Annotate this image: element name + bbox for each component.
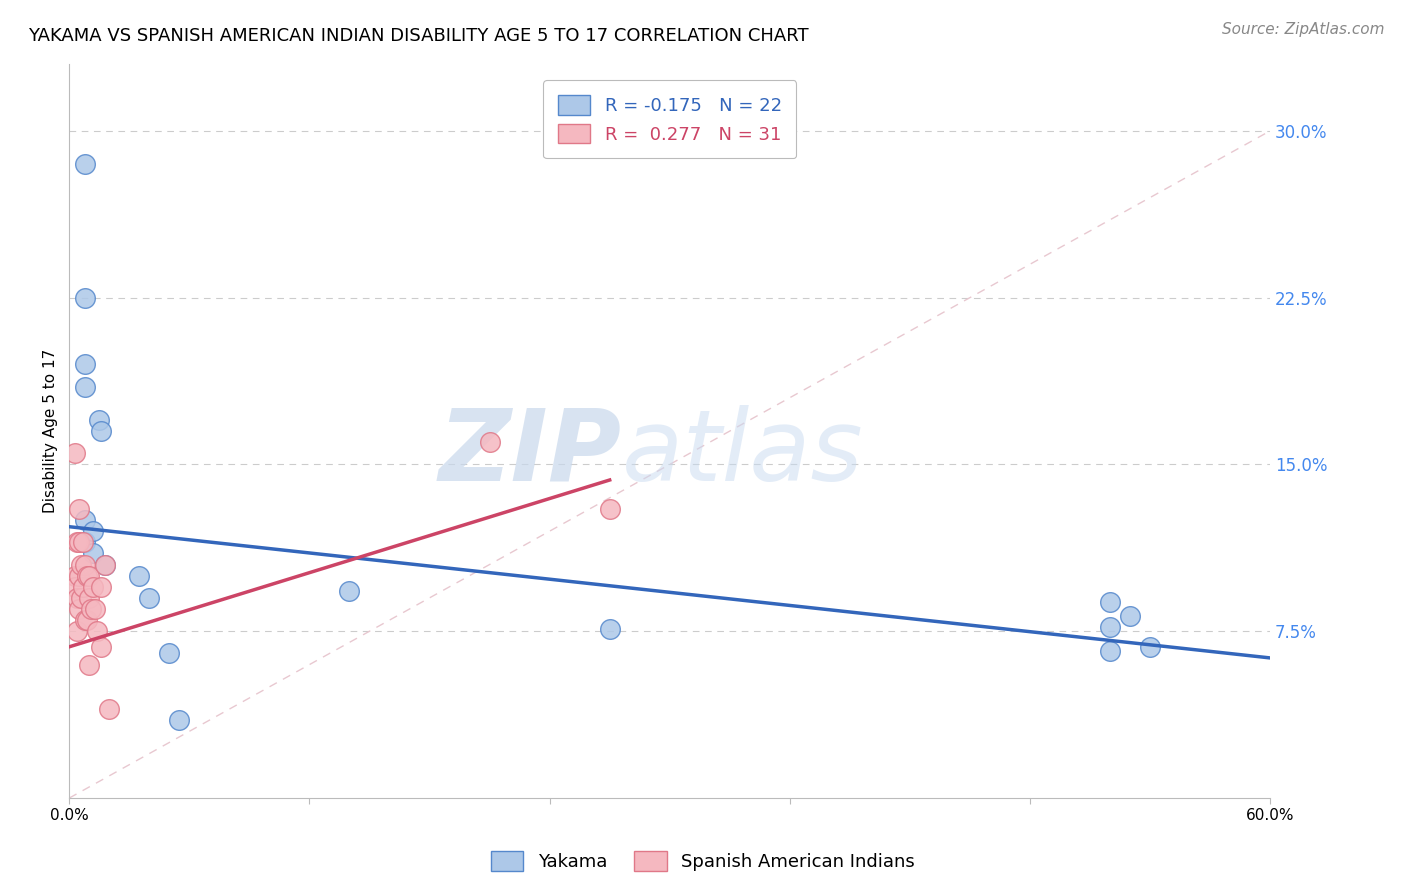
Point xyxy=(1099,644,1122,658)
Point xyxy=(82,546,104,560)
Point xyxy=(157,647,180,661)
Point xyxy=(77,591,100,605)
Point xyxy=(75,535,97,549)
Point xyxy=(82,524,104,538)
Legend: Yakama, Spanish American Indians: Yakama, Spanish American Indians xyxy=(484,844,922,879)
Point xyxy=(86,624,108,639)
Point xyxy=(89,413,111,427)
Point xyxy=(1139,640,1161,654)
Text: YAKAMA VS SPANISH AMERICAN INDIAN DISABILITY AGE 5 TO 17 CORRELATION CHART: YAKAMA VS SPANISH AMERICAN INDIAN DISABI… xyxy=(28,27,808,45)
Point xyxy=(76,568,98,582)
Point xyxy=(169,713,191,727)
Point xyxy=(75,357,97,371)
Legend: R = -0.175   N = 22, R =  0.277   N = 31: R = -0.175 N = 22, R = 0.277 N = 31 xyxy=(543,80,796,158)
Point xyxy=(66,624,89,639)
Point xyxy=(75,613,97,627)
Text: Source: ZipAtlas.com: Source: ZipAtlas.com xyxy=(1222,22,1385,37)
Y-axis label: Disability Age 5 to 17: Disability Age 5 to 17 xyxy=(44,349,58,513)
Point xyxy=(77,657,100,672)
Point xyxy=(94,558,117,572)
Point xyxy=(90,640,112,654)
Point xyxy=(67,535,90,549)
Point xyxy=(599,502,621,516)
Point xyxy=(72,535,94,549)
Point xyxy=(67,568,90,582)
Point xyxy=(67,602,90,616)
Point xyxy=(80,602,103,616)
Point xyxy=(599,622,621,636)
Point xyxy=(84,602,107,616)
Point xyxy=(1099,620,1122,634)
Point xyxy=(70,558,93,572)
Point xyxy=(75,291,97,305)
Point xyxy=(82,580,104,594)
Point xyxy=(128,568,150,582)
Point xyxy=(66,591,89,605)
Point xyxy=(90,580,112,594)
Point xyxy=(70,591,93,605)
Point xyxy=(65,446,87,460)
Point xyxy=(66,535,89,549)
Point xyxy=(1119,608,1142,623)
Point xyxy=(65,580,87,594)
Point xyxy=(76,613,98,627)
Point xyxy=(94,558,117,572)
Point xyxy=(75,379,97,393)
Point xyxy=(65,568,87,582)
Point xyxy=(75,558,97,572)
Point xyxy=(339,584,361,599)
Point xyxy=(77,568,100,582)
Text: atlas: atlas xyxy=(621,405,863,501)
Point xyxy=(75,513,97,527)
Point xyxy=(138,591,160,605)
Point xyxy=(72,580,94,594)
Point xyxy=(67,502,90,516)
Point xyxy=(75,157,97,171)
Point xyxy=(90,424,112,438)
Point xyxy=(1099,595,1122,609)
Point xyxy=(478,435,501,450)
Point xyxy=(98,702,121,716)
Text: ZIP: ZIP xyxy=(439,405,621,501)
